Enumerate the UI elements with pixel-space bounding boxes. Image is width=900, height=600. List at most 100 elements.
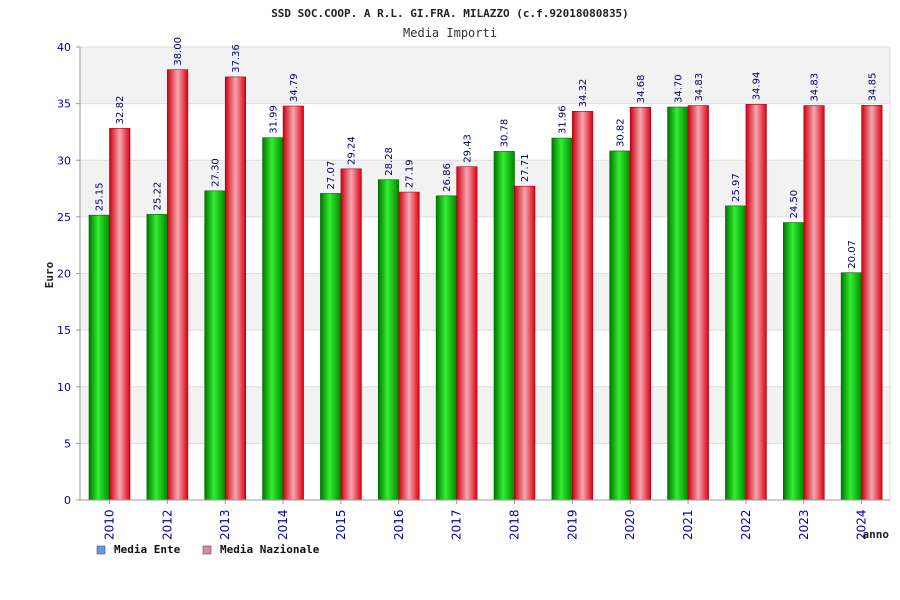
y-tick-label: 20 <box>57 268 71 281</box>
y-tick-label: 5 <box>64 437 71 450</box>
bar-media-nazionale-2010 <box>109 128 131 501</box>
x-axis: 2010 2012 2013 2014 2015 2016 2017 2018 2019 2020… <box>80 499 890 540</box>
y-tick-label: 0 <box>64 494 71 507</box>
bar-media-nazionale-2020 <box>629 106 652 501</box>
data-label-media-ente-2017: 26.86 <box>442 163 453 192</box>
bar-media-ente-2013 <box>204 190 226 501</box>
bar-media-nazionale-2019 <box>572 111 594 501</box>
plot-band <box>80 160 890 217</box>
plot-band <box>80 443 890 500</box>
y-tick-label: 30 <box>57 154 71 167</box>
bar-media-ente-2014 <box>262 137 284 501</box>
y-axis-label: Euro <box>43 261 56 288</box>
data-label-media-nazionale-2014: 34.79 <box>289 73 300 102</box>
plot-band <box>80 386 890 444</box>
data-label-media-nazionale-2019: 34.32 <box>578 79 589 108</box>
plot-band <box>80 103 890 161</box>
y-tick-label: 40 <box>57 41 71 54</box>
data-label-media-nazionale-2012: 38.00 <box>173 37 184 66</box>
bar-media-nazionale-2017 <box>456 166 478 501</box>
legend-label-media-nazionale: Media Nazionale <box>220 543 320 556</box>
bar-media-nazionale-2018 <box>514 185 536 501</box>
chart-subtitle: Media Importi <box>403 26 497 40</box>
x-axis-label: anno <box>863 528 890 541</box>
data-label-media-ente-2018: 30.78 <box>500 119 511 148</box>
data-label-media-nazionale-2023: 34.83 <box>810 73 821 102</box>
x-tick-label-2018: 2018 <box>508 509 522 540</box>
bar-media-nazionale-2016 <box>398 191 420 501</box>
plot-band <box>80 47 890 104</box>
data-label-media-nazionale-2024: 34.85 <box>867 73 878 102</box>
y-tick-label: 10 <box>57 381 71 394</box>
chart-title: SSD SOC.COOP. A R.L. GI.FRA. MILAZZO (c.… <box>271 7 629 20</box>
bar-media-ente-2020 <box>609 150 631 501</box>
data-label-media-nazionale-2022: 34.94 <box>752 72 763 101</box>
x-tick-label-2014: 2014 <box>276 509 290 540</box>
data-label-media-ente-2015: 27.07 <box>326 161 337 190</box>
data-label-media-nazionale-2015: 29.24 <box>347 136 358 165</box>
data-label-media-ente-2012: 25.22 <box>153 182 164 211</box>
bar-media-nazionale-2013 <box>224 76 247 501</box>
x-tick-label-2019: 2019 <box>565 509 579 540</box>
bar-media-ente-2021 <box>667 106 689 501</box>
data-label-media-ente-2023: 24.50 <box>789 190 800 219</box>
x-tick-label-2016: 2016 <box>392 509 406 540</box>
plot-band <box>80 216 890 274</box>
x-tick-label-2012: 2012 <box>160 509 174 540</box>
bar-media-ente-2023 <box>782 222 805 501</box>
y-axis: 0 5 10 15 20 25 30 35 40 <box>57 41 81 507</box>
legend-label-media-ente: Media Ente <box>114 543 181 556</box>
x-tick-label-2015: 2015 <box>334 509 348 540</box>
bar-media-ente-2016 <box>377 179 400 501</box>
data-label-media-nazionale-2020: 34.68 <box>636 75 647 104</box>
data-label-media-nazionale-2016: 27.19 <box>405 159 416 188</box>
legend: Media Ente Media Nazionale <box>96 543 320 556</box>
bar-media-ente-2015 <box>320 193 342 501</box>
bar-media-ente-2012 <box>146 214 168 501</box>
data-label-media-ente-2024: 20.07 <box>847 240 858 269</box>
bar-media-nazionale-2022 <box>745 104 767 501</box>
data-label-media-nazionale-2021: 34.83 <box>694 73 705 102</box>
data-label-media-nazionale-2018: 27.71 <box>520 154 531 183</box>
bar-media-ente-2018 <box>493 151 515 501</box>
data-label-media-nazionale-2010: 32.82 <box>115 96 126 125</box>
data-label-media-ente-2014: 31.99 <box>268 105 279 134</box>
x-tick-label-2024: 2024 <box>855 509 869 540</box>
bar-media-ente-2010 <box>88 214 110 501</box>
data-label-media-ente-2022: 25.97 <box>731 173 742 202</box>
x-tick-label-2023: 2023 <box>797 509 811 540</box>
x-tick-label-2021: 2021 <box>681 509 695 540</box>
bar-media-nazionale-2021 <box>687 105 709 501</box>
y-tick-label: 35 <box>57 98 71 111</box>
y-tick-label: 25 <box>57 211 71 224</box>
plot-band <box>80 273 890 331</box>
bar-media-ente-2024 <box>840 272 862 501</box>
bar-media-ente-2017 <box>435 195 457 501</box>
x-tick-label-2017: 2017 <box>450 509 464 540</box>
legend-swatch-media-ente <box>96 545 106 555</box>
legend-swatch-media-nazionale <box>202 545 212 555</box>
bar-media-nazionale-2014 <box>282 105 304 501</box>
y-tick-label: 15 <box>57 324 71 337</box>
bar-media-ente-2019 <box>551 137 573 501</box>
plot-area <box>80 46 891 501</box>
data-label-media-ente-2010: 25.15 <box>95 183 106 212</box>
x-tick-label-2013: 2013 <box>218 509 232 540</box>
x-tick-label-2022: 2022 <box>739 509 753 540</box>
data-label-media-ente-2019: 31.96 <box>558 105 569 134</box>
data-label-media-ente-2020: 30.82 <box>615 118 626 147</box>
plot-band <box>80 330 890 387</box>
bar-media-nazionale-2012 <box>167 69 189 501</box>
x-tick-label-2020: 2020 <box>623 509 637 540</box>
bar-media-nazionale-2015 <box>340 168 362 501</box>
bars-group: 25.15 32.82 25.22 38.00 27.30 37.36 31.99 34.79… <box>88 37 883 501</box>
data-label-media-nazionale-2017: 29.43 <box>462 134 473 163</box>
bar-media-nazionale-2023 <box>803 105 825 501</box>
bar-media-ente-2022 <box>725 205 747 501</box>
data-label-media-ente-2016: 28.28 <box>384 147 395 176</box>
bar-media-nazionale-2024 <box>861 105 883 501</box>
data-label-media-ente-2013: 27.30 <box>210 158 221 187</box>
data-label-media-nazionale-2013: 37.36 <box>231 44 242 73</box>
x-tick-label-2010: 2010 <box>103 509 117 540</box>
